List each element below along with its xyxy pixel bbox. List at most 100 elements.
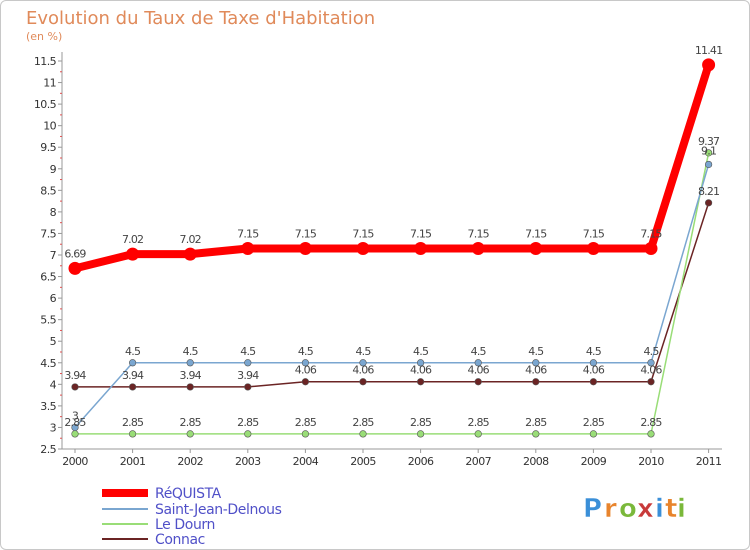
data-label-saint-jean-delnous: 4.5 [355,345,371,358]
data-point-connac[interactable] [301,378,310,386]
logo-letter: P [583,494,602,524]
data-label-saint-jean-delnous: 4.5 [471,345,487,358]
y-tick-label: 4 [50,378,57,391]
data-point-requista[interactable] [471,242,485,256]
data-point-saint-jean-delnous[interactable] [417,359,425,367]
series-line-requista [71,60,713,273]
data-label-saint-jean-delnous: 3 [72,409,79,422]
data-label-saint-jean-delnous: 4.5 [183,345,199,358]
data-point-saint-jean-delnous[interactable] [704,160,713,169]
data-point-saint-jean-delnous[interactable] [647,359,655,367]
data-point-requista[interactable] [529,242,543,256]
data-point-le-dourn[interactable] [474,430,482,438]
data-label-requista: 7.15 [583,228,605,241]
data-point-saint-jean-delnous[interactable] [589,359,598,367]
data-point-le-dourn[interactable] [589,430,598,438]
data-point-connac[interactable] [186,383,194,391]
series-line-connac [74,202,710,388]
data-label-connac: 4.06 [583,364,605,377]
y-tick-label: 11.5 [34,55,57,68]
data-label-le-dourn: 2.85 [640,416,662,429]
x-tick-label: 2002 [177,455,203,468]
y-tick-label: 5 [50,335,57,348]
data-label-requista: 7.15 [237,228,259,241]
legend-item-le-dourn[interactable]: Le Dourn [102,517,215,533]
data-point-connac[interactable] [244,383,252,391]
series-line-saint-jean-delnous [74,163,710,429]
y-tick-label: 6 [50,292,57,305]
data-point-le-dourn[interactable] [186,430,194,438]
y-tick-label: 9.5 [40,141,56,154]
y-tick-label: 7.5 [40,227,56,240]
data-point-saint-jean-delnous[interactable] [71,423,79,432]
data-label-le-dourn: 2.85 [122,416,144,429]
data-label-requista: 7.15 [525,228,547,241]
data-point-le-dourn[interactable] [532,430,540,438]
data-point-saint-jean-delnous[interactable] [532,359,540,367]
data-label-requista: 7.15 [410,228,432,241]
data-label-le-dourn: 2.85 [64,416,86,429]
data-point-connac[interactable] [71,383,79,391]
data-point-connac[interactable] [589,378,598,386]
data-point-le-dourn[interactable] [647,430,655,438]
data-point-requista[interactable] [644,242,658,256]
chart-title: Evolution du Taux de Taxe d'Habitation [26,8,375,29]
data-point-saint-jean-delnous[interactable] [186,359,194,367]
data-label-connac: 3.94 [237,369,259,382]
y-tick-label: 6.5 [40,271,56,284]
data-point-connac[interactable] [474,378,482,386]
data-label-connac: 3.94 [64,369,86,382]
data-label-le-dourn: 2.85 [180,416,202,429]
data-point-saint-jean-delnous[interactable] [244,359,252,367]
data-point-requista[interactable] [586,242,600,256]
data-label-connac: 4.06 [352,364,374,377]
data-point-connac[interactable] [129,383,137,391]
data-label-saint-jean-delnous: 4.5 [413,345,429,358]
data-label-le-dourn: 2.85 [583,416,605,429]
x-tick-label: 2000 [62,455,88,468]
x-tick-label: 2011 [696,455,722,468]
data-point-le-dourn[interactable] [71,430,79,438]
data-point-requista[interactable] [298,242,312,256]
y-ticks: 2.5 3 3.5 4 4.5 5 5.5 6 6.5 7 7.5 8 8.5 9 9.5 10 10.5 11 1… [34,55,62,456]
data-point-le-dourn[interactable] [244,430,252,438]
data-point-connac[interactable] [359,378,367,386]
data-point-connac[interactable] [647,378,655,386]
legend-item-connac[interactable]: Connac [102,532,205,548]
data-point-requista[interactable] [126,247,140,261]
data-point-le-dourn[interactable] [129,430,137,438]
data-label-le-dourn: 9.37 [698,135,720,148]
legend-item-saint-jean-delnous[interactable]: Saint-Jean-Delnous [102,502,282,518]
data-point-connac[interactable] [704,199,713,207]
series-layer [68,58,716,438]
data-point-requista[interactable] [68,261,82,275]
data-point-le-dourn[interactable] [359,430,367,438]
logo-letter: r [604,494,617,524]
x-tick-label: 2008 [523,455,549,468]
data-point-le-dourn[interactable] [417,430,425,438]
data-point-requista[interactable] [414,242,428,256]
data-point-saint-jean-delnous[interactable] [474,359,482,367]
legend-item-requista[interactable]: RéQUISTA [102,486,222,502]
data-point-requista[interactable] [183,247,197,261]
data-point-saint-jean-delnous[interactable] [129,359,137,367]
data-point-requista[interactable] [702,58,716,72]
data-label-requista: 7.15 [468,228,490,241]
legend-label-le-dourn: Le Dourn [155,517,215,533]
data-label-requista: 6.69 [64,247,86,260]
data-point-requista[interactable] [241,242,255,256]
data-point-le-dourn[interactable] [301,430,310,438]
logo-letter: i [655,494,664,524]
data-point-connac[interactable] [417,378,425,386]
data-point-requista[interactable] [356,242,370,256]
series-line-le-dourn [74,152,710,435]
data-label-le-dourn: 2.85 [295,416,317,429]
data-point-saint-jean-delnous[interactable] [301,359,310,367]
data-labels: 6.69 7.02 7.02 7.15 7.15 7.15 7.15 7.15 7.15 7.15… [64,44,723,429]
data-point-connac[interactable] [532,378,540,386]
data-point-le-dourn[interactable] [704,149,713,157]
data-point-saint-jean-delnous[interactable] [359,359,367,367]
y-tick-label: 8.5 [40,184,56,197]
